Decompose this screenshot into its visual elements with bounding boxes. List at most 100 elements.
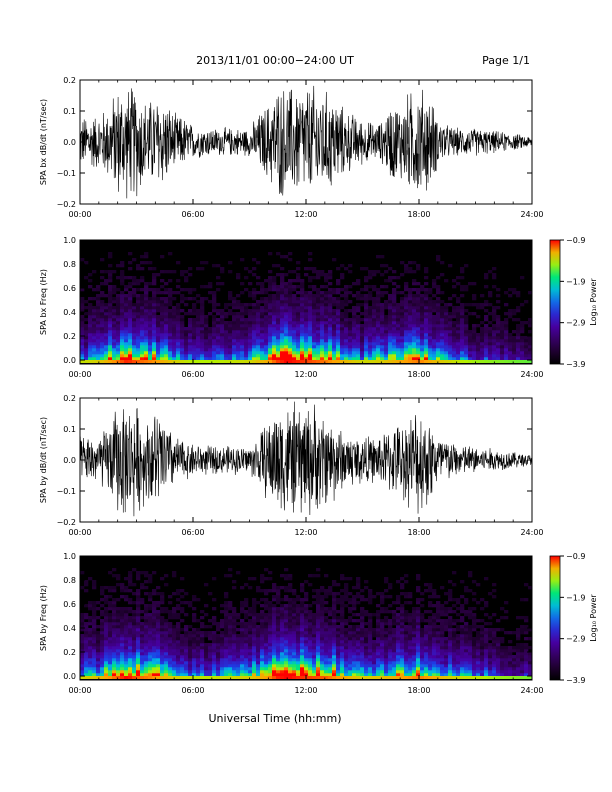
- heatmap-cell: [284, 625, 289, 629]
- heatmap-cell: [424, 282, 429, 286]
- heatmap-cell: [276, 345, 281, 349]
- heatmap-cell: [420, 303, 425, 307]
- heatmap-cell: [376, 360, 381, 363]
- heatmap-cell: [168, 601, 173, 605]
- heatmap-cell: [364, 655, 369, 659]
- heatmap-cell: [328, 670, 333, 674]
- heatmap-cell: [280, 667, 285, 671]
- heatmap-cell: [236, 336, 241, 340]
- heatmap-cell: [216, 276, 221, 280]
- heatmap-cell: [396, 357, 401, 361]
- heatmap-cell: [356, 357, 361, 361]
- heatmap-cell: [272, 607, 277, 611]
- heatmap-cell: [284, 285, 289, 289]
- heatmap-cell: [232, 634, 237, 638]
- heatmap-cell: [408, 288, 413, 292]
- heatmap-cell: [140, 610, 145, 614]
- heatmap-cell: [296, 321, 301, 325]
- heatmap-cell: [280, 646, 285, 650]
- heatmap-cell: [140, 303, 145, 307]
- heatmap-cell: [176, 306, 181, 310]
- heatmap-cell: [152, 288, 157, 292]
- heatmap-cell: [276, 655, 281, 659]
- heatmap-cell: [356, 309, 361, 313]
- heatmap-cell: [136, 613, 141, 617]
- heatmap-cell: [96, 309, 101, 313]
- heatmap-cell: [336, 306, 341, 310]
- heatmap-cell: [276, 285, 281, 289]
- heatmap-cell: [376, 619, 381, 623]
- heatmap-cell: [228, 336, 233, 340]
- heatmap-cell: [144, 288, 149, 292]
- heatmap-cell: [312, 336, 317, 340]
- heatmap-cell: [400, 649, 405, 653]
- heatmap-cell: [428, 342, 433, 346]
- heatmap-cell: [420, 294, 425, 298]
- heatmap-cell: [124, 616, 129, 620]
- heatmap-cell: [344, 604, 349, 608]
- heatmap-cell: [412, 288, 417, 292]
- heatmap-cell: [304, 598, 309, 602]
- heatmap-cell: [184, 652, 189, 656]
- heatmap-cell: [336, 327, 341, 331]
- heatmap-cell: [328, 297, 333, 301]
- heatmap-cell: [304, 342, 309, 346]
- heatmap-cell: [316, 643, 321, 647]
- heatmap-cell: [308, 622, 313, 626]
- heatmap-cell: [496, 333, 501, 337]
- heatmap-cell: [232, 327, 237, 331]
- heatmap-cell: [236, 330, 241, 334]
- heatmap-cell: [352, 327, 357, 331]
- heatmap-cell: [348, 333, 353, 337]
- heatmap-cell: [212, 327, 217, 331]
- heatmap-cell: [220, 649, 225, 653]
- heatmap-cell: [372, 348, 377, 352]
- heatmap-cell: [116, 348, 121, 352]
- heatmap-cell: [168, 309, 173, 313]
- heatmap-cell: [352, 333, 357, 337]
- heatmap-cell: [344, 348, 349, 352]
- heatmap-cell: [240, 586, 245, 590]
- heatmap-cell: [296, 351, 301, 355]
- heatmap-cell: [356, 613, 361, 617]
- heatmap-cell: [192, 664, 197, 668]
- heatmap-cell: [464, 309, 469, 313]
- heatmap-cell: [340, 610, 345, 614]
- heatmap-cell: [244, 625, 249, 629]
- heatmap-cell: [252, 622, 257, 626]
- heatmap-cell: [128, 607, 133, 611]
- heatmap-cell: [512, 360, 517, 363]
- heatmap-cell: [224, 592, 229, 596]
- heatmap-cell: [192, 631, 197, 635]
- heatmap-cell: [100, 315, 105, 319]
- heatmap-cell: [344, 598, 349, 602]
- heatmap-cell: [88, 649, 93, 653]
- heatmap-cell: [112, 345, 117, 349]
- heatmap-cell: [328, 336, 333, 340]
- heatmap-cell: [316, 342, 321, 346]
- heatmap-cell: [300, 616, 305, 620]
- heatmap-cell: [452, 294, 457, 298]
- heatmap-cell: [144, 339, 149, 343]
- heatmap-cell: [332, 339, 337, 343]
- heatmap-cell: [376, 652, 381, 656]
- heatmap-cell: [332, 297, 337, 301]
- heatmap-cell: [132, 667, 137, 671]
- heatmap-cell: [460, 357, 465, 361]
- heatmap-cell: [420, 336, 425, 340]
- heatmap-cell: [292, 300, 297, 304]
- heatmap-cell: [216, 303, 221, 307]
- heatmap-cell: [172, 646, 177, 650]
- heatmap-cell: [80, 321, 85, 325]
- heatmap-cell: [108, 643, 113, 647]
- heatmap-cell: [112, 664, 117, 668]
- heatmap-cell: [336, 619, 341, 623]
- heatmap-cell: [380, 640, 385, 644]
- heatmap-cell: [316, 598, 321, 602]
- heatmap-cell: [272, 342, 277, 346]
- heatmap-cell: [396, 345, 401, 349]
- x-tick-label: 18:00: [407, 528, 430, 537]
- heatmap-cell: [464, 354, 469, 358]
- heatmap-cell: [368, 354, 373, 358]
- heatmap-cell: [272, 664, 277, 668]
